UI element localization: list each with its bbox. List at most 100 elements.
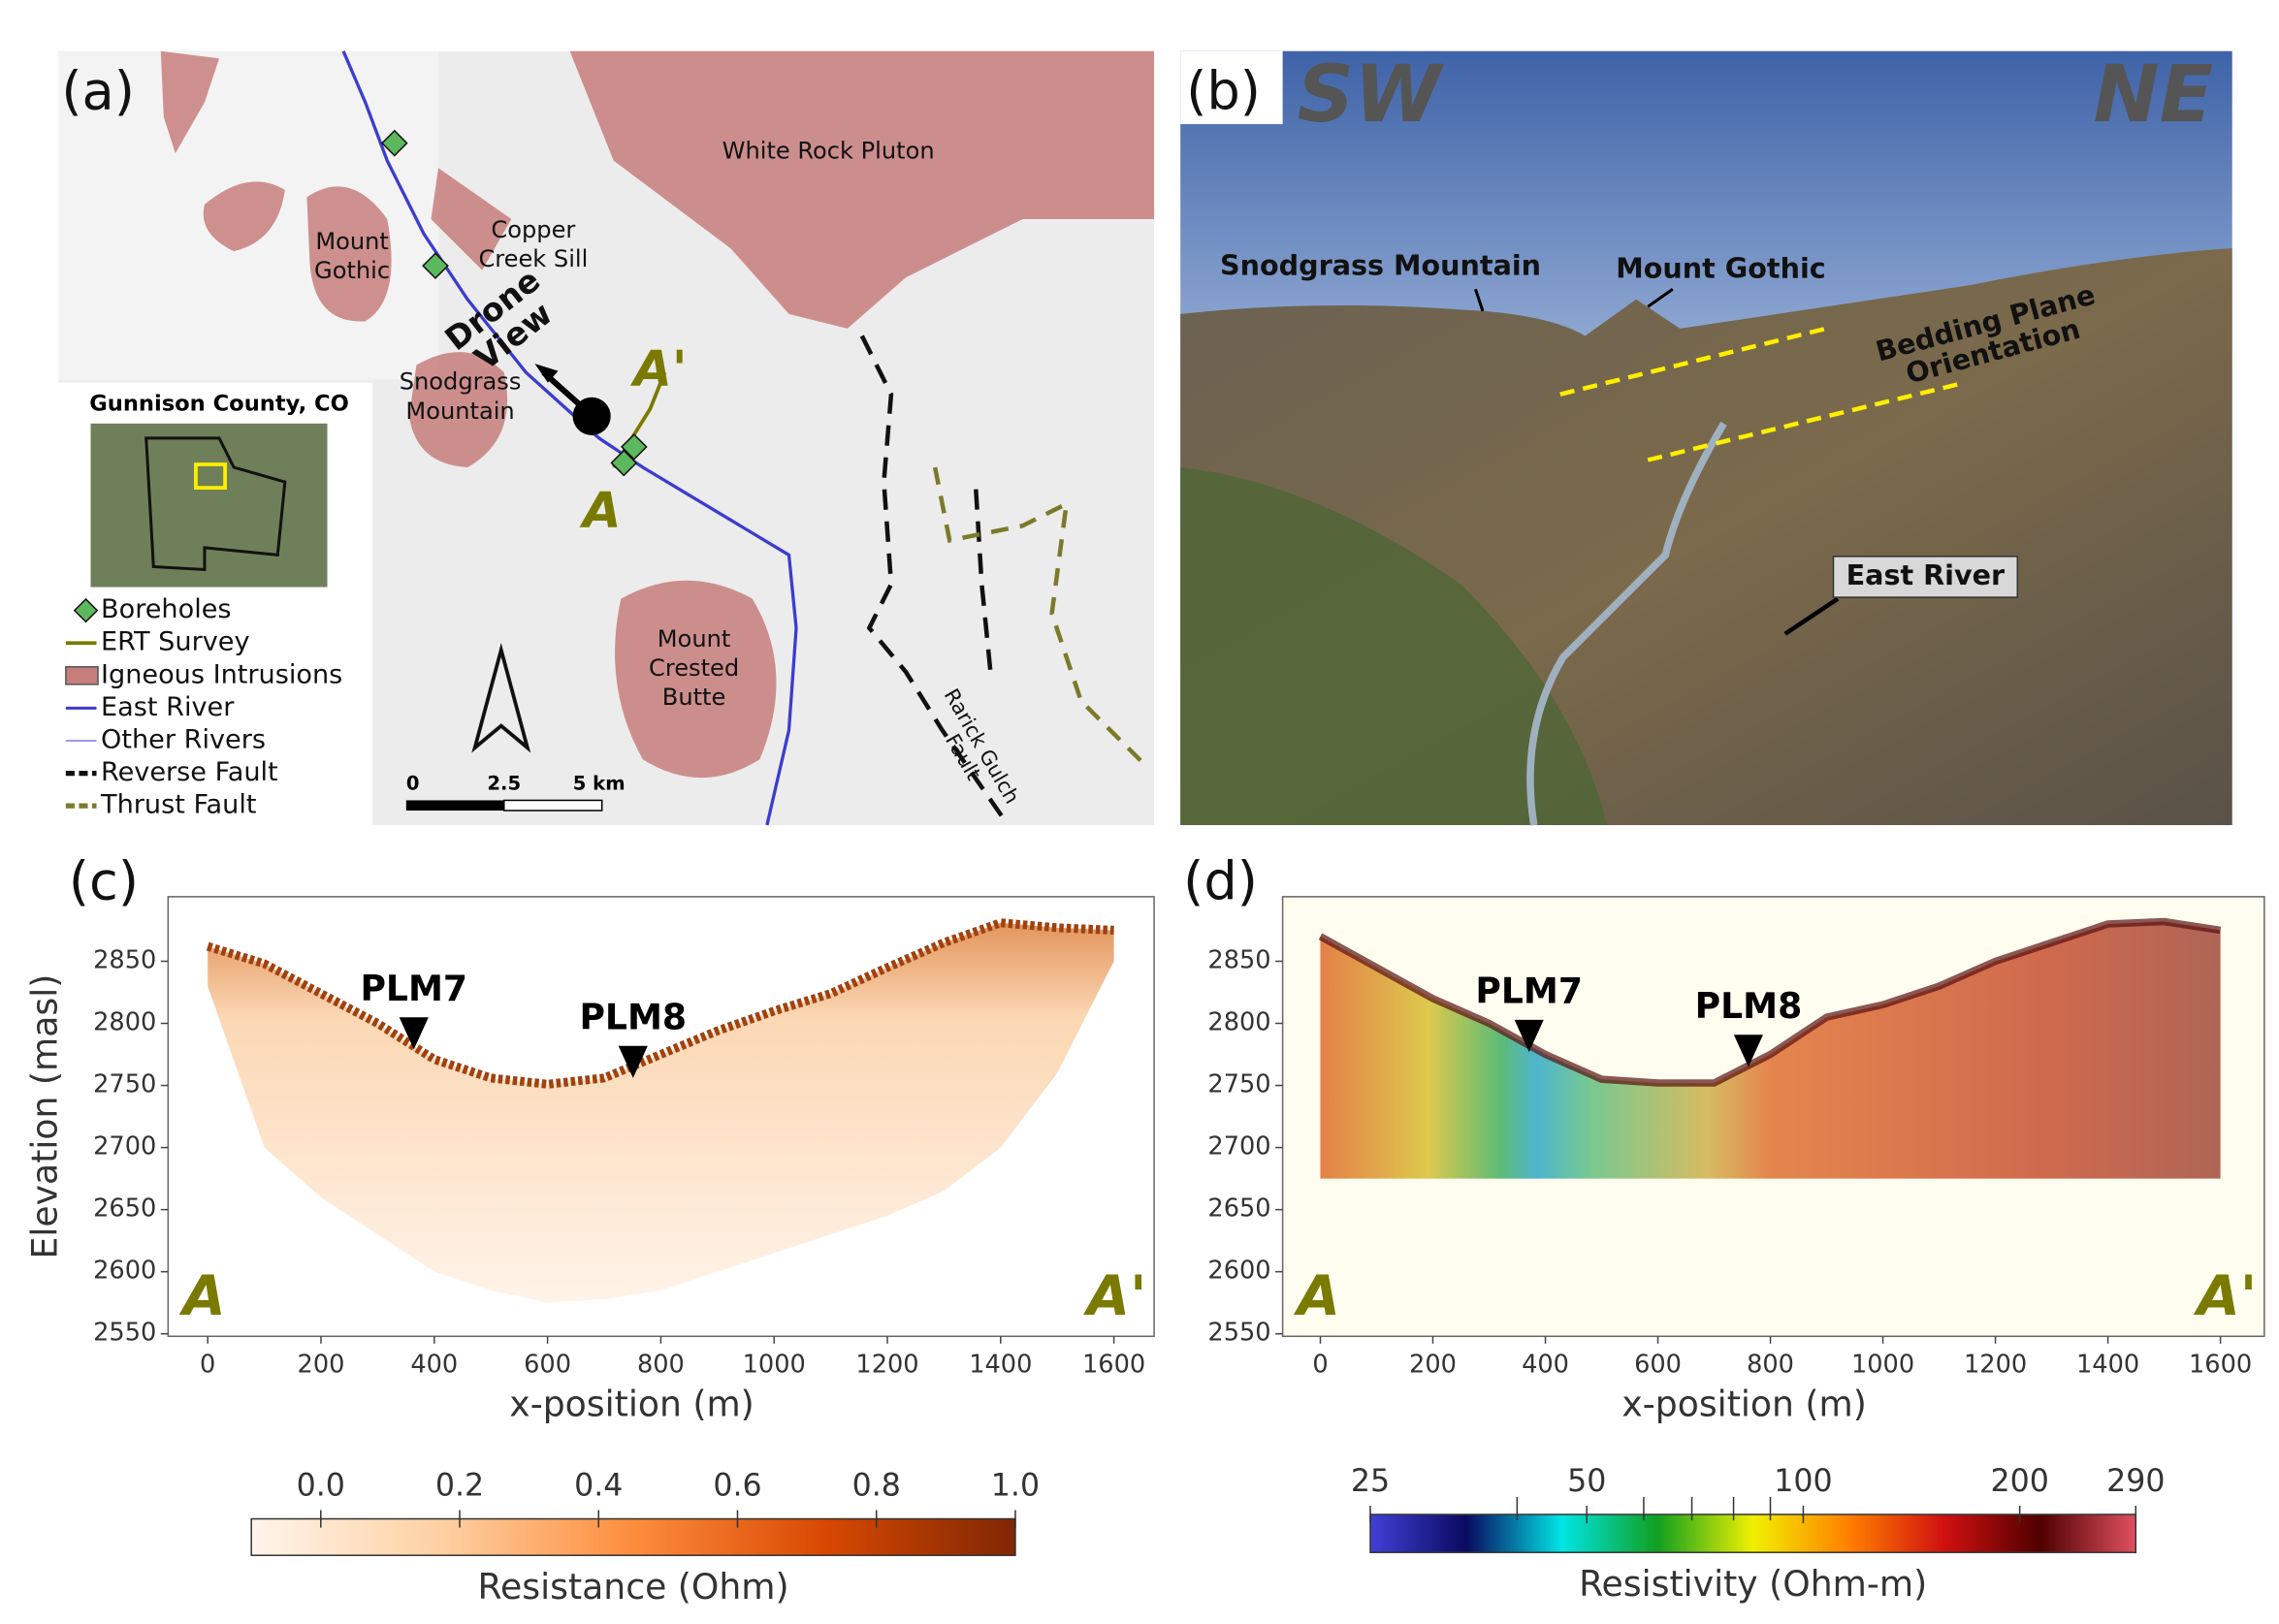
colorbar — [1369, 1513, 2137, 1553]
colorbar-tick-label: 25 — [1351, 1464, 1390, 1499]
legend-item: Thrust Fault — [65, 790, 257, 820]
borehole-label: PLM8 — [579, 997, 687, 1038]
end-label: A — [178, 1264, 225, 1328]
x-tick-label: 1600 — [2189, 1350, 2252, 1379]
y-tick-label: 2850 — [93, 945, 156, 974]
x-axis-label: x-position (m) — [509, 1384, 754, 1425]
direction-label: SW — [1298, 49, 1445, 141]
colorbar-tick-label: 100 — [1774, 1464, 1832, 1499]
colorbar-tick-label: 0.2 — [435, 1468, 484, 1503]
legend-label: ERT Survey — [101, 627, 249, 657]
panel-label: (b) — [1186, 61, 1261, 122]
place-label-line: Creek Sill — [478, 245, 588, 272]
y-tick-label: 2800 — [93, 1008, 156, 1037]
borehole — [380, 129, 408, 157]
photo-label-line: Mount Gothic — [1616, 252, 1825, 285]
panel-label: (a) — [61, 61, 135, 122]
colorbar-label: Resistance (Ohm) — [478, 1566, 789, 1608]
x-tick-label: 800 — [637, 1350, 685, 1379]
borehole-label: PLM7 — [1475, 971, 1583, 1012]
borehole-marker — [1733, 1035, 1763, 1067]
scale-bar — [405, 800, 504, 811]
end-label: A' — [1083, 1264, 1147, 1328]
place-label-line: Butte — [662, 684, 726, 711]
scale-label: 2.5 — [487, 772, 521, 794]
photo-label: Mount Gothic — [1616, 252, 1825, 285]
panel-label: (c) — [69, 850, 139, 911]
map-panel: (a) Gunnison County, CO — [58, 50, 1155, 827]
place-label-line: Mountain — [405, 398, 514, 425]
legend-label: Thrust Fault — [100, 790, 257, 820]
section-fill — [208, 922, 1114, 1303]
legend-item: Reverse Fault — [65, 757, 278, 787]
x-tick-label: 1600 — [1082, 1350, 1145, 1379]
direction-label: NE — [2094, 49, 2214, 141]
y-tick-label: 2700 — [93, 1132, 156, 1162]
y-tick-label: 2550 — [1207, 1319, 1270, 1348]
colorbar-tick-label: 0.0 — [297, 1468, 345, 1503]
legend-label: Reverse Fault — [101, 757, 278, 787]
x-tick-label: 400 — [410, 1350, 458, 1379]
y-tick-label: 2650 — [93, 1194, 156, 1224]
photo-label: Snodgrass Mountain — [1220, 249, 1541, 282]
legend-label: Igneous Intrusions — [101, 659, 342, 689]
y-tick-label: 2550 — [93, 1319, 156, 1348]
colorbar-tick-label: 0.8 — [852, 1468, 901, 1503]
borehole-label: PLM8 — [1695, 985, 1803, 1027]
legend-symbol — [73, 597, 99, 623]
end-label: A' — [2194, 1264, 2258, 1328]
x-tick-label: 200 — [1409, 1350, 1457, 1379]
photo-label-line: East River — [1846, 558, 2006, 591]
east-river — [341, 50, 798, 826]
colorbar-tick-label: 50 — [1567, 1464, 1606, 1499]
x-tick-label: 400 — [1522, 1350, 1569, 1379]
colorbar-tick-label: 290 — [2106, 1464, 2165, 1499]
photo-label-line: Snodgrass Mountain — [1220, 249, 1541, 282]
scale-label: 0 — [406, 772, 420, 794]
colorbar-tick-label: 0.4 — [574, 1468, 623, 1503]
reverse-fault — [859, 334, 1011, 827]
north-arrow — [471, 643, 531, 753]
legend-label: Other Rivers — [101, 724, 266, 754]
y-tick-label: 2600 — [93, 1257, 156, 1286]
x-tick-label: 1000 — [1851, 1350, 1914, 1379]
place-label-line: A — [579, 482, 622, 540]
model-surface — [1318, 917, 2222, 1087]
thrust-fault — [932, 466, 1149, 769]
y-axis-label: Elevation (masl) — [23, 974, 65, 1259]
x-tick-label: 1000 — [743, 1350, 806, 1379]
colorbar-tick-label: 1.0 — [991, 1468, 1040, 1503]
y-tick-label: 2750 — [93, 1070, 156, 1099]
borehole-label: PLM7 — [360, 968, 467, 1009]
place-label-line: Mount — [315, 228, 389, 255]
x-tick-label: 600 — [524, 1350, 571, 1379]
place-label: A' — [629, 340, 687, 398]
legend-label: Boreholes — [101, 594, 232, 624]
x-tick-label: 1200 — [1964, 1350, 2027, 1379]
inset-map — [90, 423, 328, 588]
legend-item: East River — [65, 692, 235, 722]
y-tick-label: 2650 — [1207, 1194, 1270, 1224]
x-tick-label: 800 — [1747, 1350, 1794, 1379]
x-tick-label: 1400 — [969, 1350, 1032, 1379]
place-label: White Rock Pluton — [722, 138, 935, 165]
x-tick-label: 0 — [200, 1350, 215, 1379]
borehole-marker — [399, 1017, 429, 1050]
borehole-marker — [1514, 1019, 1544, 1052]
place-label-line: Snodgrass — [400, 368, 522, 396]
y-tick-label: 2700 — [1207, 1132, 1270, 1162]
end-label: A — [1294, 1264, 1340, 1328]
photo-panel: (b) SW NE — [1180, 49, 2232, 826]
place-label-line: A' — [629, 340, 687, 398]
y-tick-label: 2750 — [1207, 1070, 1270, 1099]
place-label-line: White Rock Pluton — [722, 138, 935, 165]
photo-label: East River — [1846, 558, 2006, 591]
legend-item: ERT Survey — [65, 627, 250, 657]
colorbar-tick-label: 200 — [1990, 1464, 2048, 1499]
legend-item: Igneous Intrusions — [65, 659, 342, 689]
y-tick-label: 2600 — [1207, 1257, 1270, 1286]
